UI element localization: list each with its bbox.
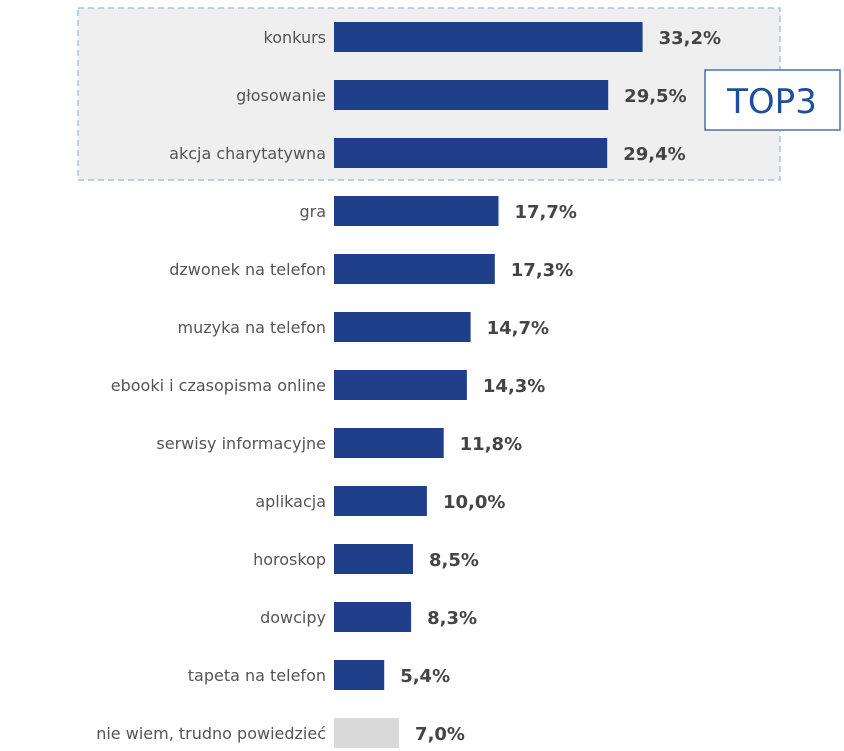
bar-10 bbox=[334, 602, 412, 632]
bar-8 bbox=[334, 486, 427, 516]
value-label: 29,5% bbox=[624, 86, 686, 107]
category-label: dowcipy bbox=[260, 608, 326, 627]
bar-11 bbox=[334, 660, 385, 690]
bar-6 bbox=[334, 370, 467, 400]
value-label: 7,0% bbox=[415, 724, 465, 745]
top3-badge-label: TOP3 bbox=[726, 82, 817, 122]
category-labels: konkurs głosowanie akcja charytatywna gra dz… bbox=[96, 28, 326, 743]
category-label: aplikacja bbox=[255, 492, 326, 511]
category-label: gra bbox=[299, 202, 326, 221]
bars-layer bbox=[334, 22, 643, 748]
bar-0 bbox=[334, 22, 643, 52]
category-label: konkurs bbox=[264, 28, 326, 47]
top3-badge bbox=[704, 69, 841, 131]
value-label: 11,8% bbox=[460, 434, 522, 455]
value-label: 14,3% bbox=[483, 376, 545, 397]
value-labels: 33,2% 29,5% 29,4% 17,7% 17,3% 14,7% 14,3% 11,8%… bbox=[400, 28, 721, 745]
category-label: tapeta na telefon bbox=[188, 666, 326, 685]
category-label: głosowanie bbox=[236, 86, 326, 105]
category-label: muzyka na telefon bbox=[178, 318, 326, 337]
bar-2 bbox=[334, 138, 608, 168]
value-label: 33,2% bbox=[659, 28, 721, 49]
value-label: 5,4% bbox=[400, 666, 450, 687]
category-label: dzwonek na telefon bbox=[169, 260, 326, 279]
value-label: 8,3% bbox=[427, 608, 477, 629]
category-label: horoskop bbox=[253, 550, 326, 569]
value-label: 8,5% bbox=[429, 550, 479, 571]
value-label: 17,7% bbox=[515, 202, 577, 223]
bar-1 bbox=[334, 80, 609, 110]
bar-4 bbox=[334, 254, 495, 284]
category-label: serwisy informacyjne bbox=[156, 434, 326, 453]
category-label: akcja charytatywna bbox=[169, 144, 326, 163]
value-label: 29,4% bbox=[623, 144, 685, 165]
value-label: 14,7% bbox=[487, 318, 549, 339]
bar-9 bbox=[334, 544, 413, 574]
category-label: nie wiem, trudno powiedzieć bbox=[96, 724, 326, 743]
bar-7 bbox=[334, 428, 444, 458]
value-label: 17,3% bbox=[511, 260, 573, 281]
bar-3 bbox=[334, 196, 499, 226]
category-label: ebooki i czasopisma online bbox=[111, 376, 326, 395]
bar-5 bbox=[334, 312, 471, 342]
value-label: 10,0% bbox=[443, 492, 505, 513]
bar-12 bbox=[334, 718, 400, 748]
